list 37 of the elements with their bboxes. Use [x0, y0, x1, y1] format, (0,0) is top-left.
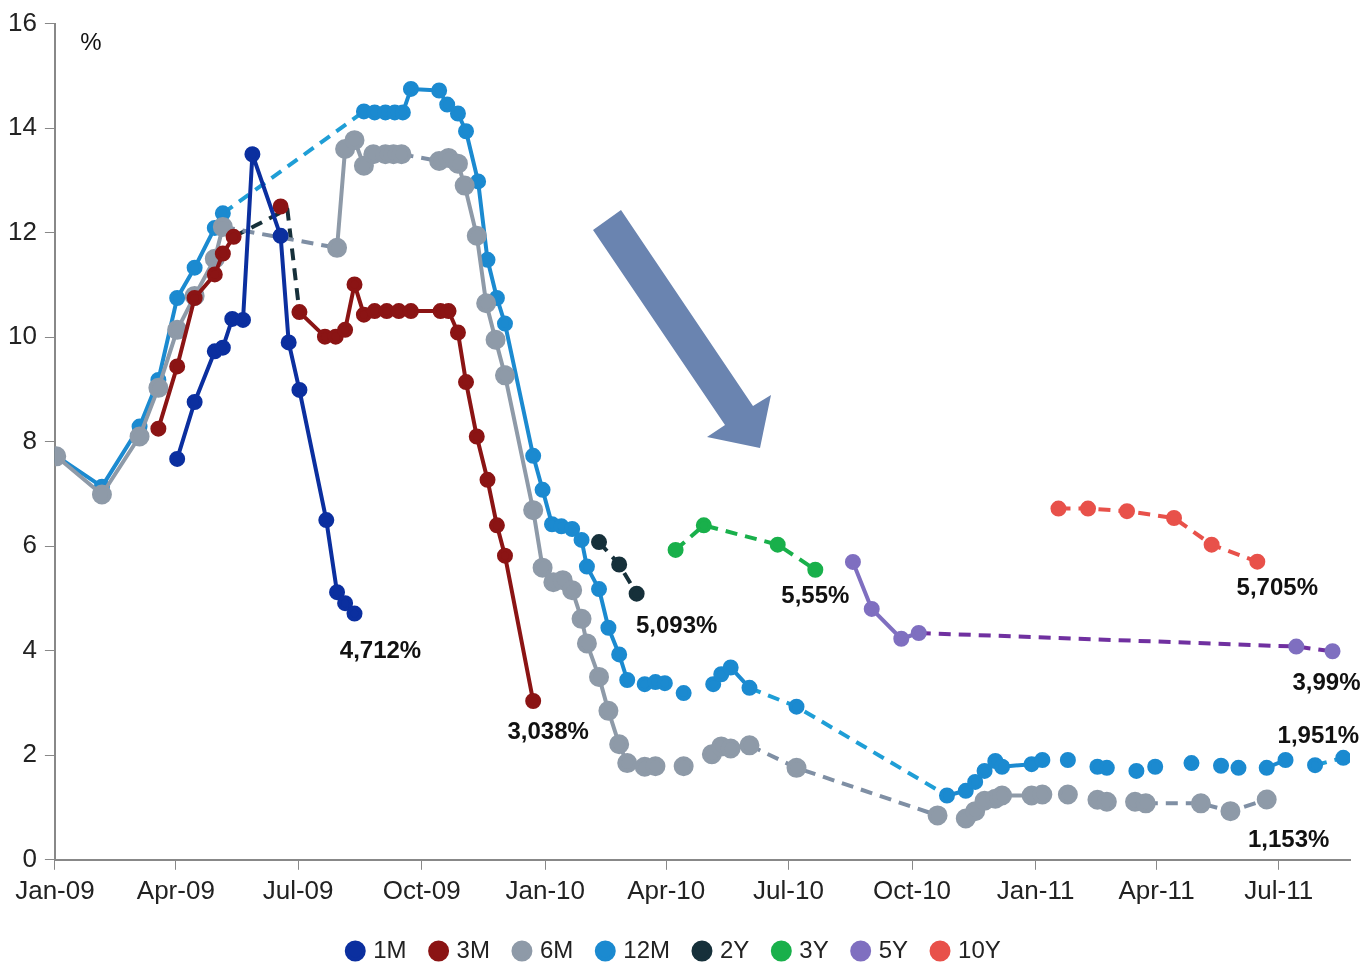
y-axis-title: %	[80, 28, 102, 56]
legend-label: 10Y	[958, 935, 1001, 963]
annotation: 1,153%	[1248, 825, 1330, 853]
y-tick-label: 12	[8, 215, 37, 246]
x-tick-label: Jul-10	[753, 874, 824, 905]
y-tick-label: 2	[22, 738, 37, 769]
x-tick-label: Apr-10	[627, 874, 706, 905]
y-tick-label: 0	[22, 842, 37, 873]
x-tick-label: Apr-11	[1118, 874, 1195, 905]
annotation: 1,951%	[1277, 721, 1359, 749]
legend-label: 2Y	[719, 935, 750, 963]
x-tick-label: Jul-09	[262, 874, 334, 905]
legend-label: 12M	[623, 935, 670, 963]
x-tick-label: Jan-10	[505, 874, 586, 905]
x-tick-label: Jan-11	[996, 874, 1075, 905]
annotation: 5,55%	[781, 581, 850, 609]
x-tick-label: Apr-09	[136, 874, 215, 905]
x-tick-label: Jul-11	[1244, 874, 1314, 905]
y-tick-label: 6	[22, 529, 37, 560]
y-tick-label: 14	[8, 111, 37, 142]
x-tick-label: Oct-09	[382, 874, 461, 905]
legend-label: 3Y	[799, 935, 829, 963]
x-tick-label: Oct-10	[873, 874, 952, 905]
y-tick-label: 16	[8, 6, 37, 37]
annotation: 5,093%	[635, 611, 718, 639]
annotation: 4,712%	[339, 636, 422, 664]
annotation: 5,705%	[1236, 573, 1319, 601]
legend-label: 5Y	[878, 935, 909, 963]
annotation: 3,99%	[1292, 667, 1361, 695]
y-tick-label: 8	[22, 424, 37, 455]
legend-label: 1M	[373, 935, 407, 963]
annotation: 3,038%	[507, 716, 589, 744]
x-tick-label: Jan-09	[15, 874, 95, 905]
y-tick-label: 10	[8, 320, 37, 351]
legend-label: 3M	[456, 935, 490, 963]
y-tick-label: 4	[22, 633, 37, 664]
legend-label: 6M	[539, 935, 574, 963]
